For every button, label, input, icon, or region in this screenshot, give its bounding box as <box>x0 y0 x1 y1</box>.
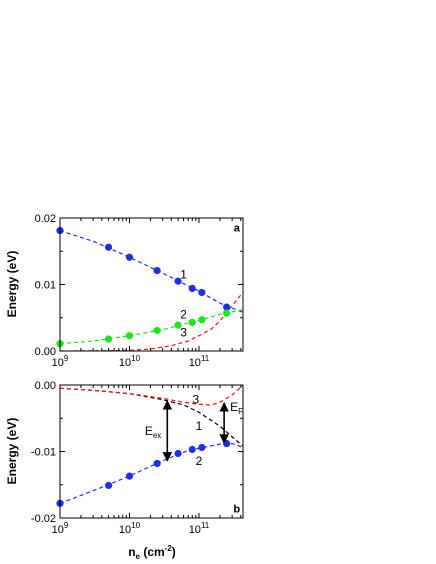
panel-b-plot-area: Eex EF 3 1 2 b <box>56 385 243 516</box>
panel-a-series-2-point-2 <box>125 332 134 340</box>
panel-b-curve-label-1: 1 <box>196 419 203 433</box>
panel-a-series-2-line <box>60 309 243 345</box>
panel-a-series-1-point-1 <box>104 243 113 251</box>
x-axis-label-sub: e <box>136 552 141 561</box>
panel-a-curve-label-1: 1 <box>180 268 187 282</box>
x-axis-label: ne (cm-2) <box>128 544 176 561</box>
panel-a-series-1-point-7 <box>223 303 231 311</box>
panel-a-x-tick-label: 1011 <box>189 354 210 369</box>
panel-b-axes: -0.02 -0.01 0.00 109 1010 1011 <box>31 380 243 536</box>
panel-b-series-2-line <box>60 442 243 504</box>
panel-a-series-2-point-5 <box>188 318 196 326</box>
panel-a-plot-area: 1 2 3 a <box>56 222 243 351</box>
panel-a-series-group <box>60 230 243 351</box>
panel-a-x-tick-label: 1010 <box>119 354 141 369</box>
panel-b-arrow-label-F: EF <box>230 400 243 416</box>
panel-b-series-2-point-2 <box>125 472 134 480</box>
panel-b-y-tick-label: -0.02 <box>31 513 56 525</box>
panel-b-series-2-point-3 <box>153 459 161 468</box>
panel-a-axes: 0.00 0.01 0.02 109 1010 1011 <box>35 213 243 369</box>
panel-b-letter: b <box>233 504 240 516</box>
x-axis-label-sup: -2 <box>165 544 173 553</box>
panel-b-y-axis-label: Energy (eV) <box>5 418 19 485</box>
panel-a-y-tick-label: 0.01 <box>35 280 56 292</box>
panel-a-curve-label-2: 2 <box>180 307 187 321</box>
panel-b-arrow-label-ex: Eex <box>145 424 161 440</box>
panel-b-series-3-line <box>60 385 243 406</box>
x-axis-label-unit: (cm <box>140 545 165 559</box>
panel-b-x-tick-label: 1011 <box>189 521 210 536</box>
panel-a-series-1-point-6 <box>198 288 206 297</box>
panel-a-y-axis-label: Energy (eV) <box>5 251 19 318</box>
panel-a-series-1-line <box>60 230 243 313</box>
panel-b-x-tick-label: 1010 <box>119 521 141 536</box>
panel-b-series-2-point-1 <box>104 481 113 490</box>
panel-b-curve-label-2: 2 <box>196 454 203 468</box>
panel-a-frame <box>59 217 244 352</box>
panel-a-x-tick-label: 109 <box>52 354 69 369</box>
panel-b-x-tick-label: 109 <box>52 521 69 536</box>
panel-a: 1 2 3 a 0.00 0.01 0.02 109 1010 1011 Energy (eV) <box>5 213 244 369</box>
panel-b-frame <box>59 384 244 519</box>
panel-a-series-1-point-2 <box>125 253 134 261</box>
panel-b-curve-label-3: 3 <box>192 393 199 407</box>
panel-a-series-3-line <box>60 292 243 351</box>
panel-a-series-2-point-7 <box>223 309 231 317</box>
panel-a-series-2-point-3 <box>153 326 161 334</box>
x-axis-label-close: ) <box>172 545 176 559</box>
panel-b-series-2-point-5 <box>188 445 196 454</box>
panel-a-letter: a <box>234 222 241 234</box>
panel-a-curve-label-3: 3 <box>180 325 187 339</box>
panel-a-series-1-point-5 <box>188 284 196 293</box>
panel-a-series-2-point-1 <box>104 335 113 343</box>
panel-b-series-2-point-4 <box>174 449 182 458</box>
x-axis-label-main: n <box>128 545 135 559</box>
panel-b-series-2-point-6 <box>198 443 206 452</box>
panel-a-y-tick-label: 0.00 <box>35 346 56 358</box>
panel-a-y-tick-label: 0.02 <box>35 213 56 225</box>
panel-a-series-2-point-6 <box>198 316 206 324</box>
panel-a-series-1-point-4 <box>174 277 182 285</box>
panel-a-series-2-point-4 <box>174 321 182 329</box>
panel-b-y-tick-label: 0.00 <box>35 380 56 392</box>
panel-b-y-tick-label: -0.01 <box>31 447 56 459</box>
panel-a-series-1-point-3 <box>153 266 161 275</box>
panel-b: Eex EF 3 1 2 b -0.02 -0.01 0.00 109 1010 1011 Ener… <box>5 380 244 536</box>
panel-b-series-group <box>60 385 243 504</box>
